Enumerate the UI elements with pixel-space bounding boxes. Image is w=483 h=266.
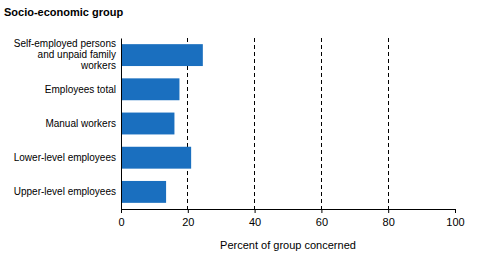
tick-mark — [188, 209, 189, 213]
tick-mark — [455, 209, 456, 213]
chart: Socio-economic group 0 20 40 60 80 100 Percent … — [0, 0, 483, 266]
tick: Employees total — [45, 84, 116, 95]
bar — [121, 78, 179, 100]
tick: Upper-level employees — [14, 186, 116, 197]
tick-mark — [121, 209, 122, 213]
grid-line — [388, 38, 389, 209]
tick-label: 20 — [182, 216, 194, 228]
tick-label: Manual workers — [45, 118, 116, 129]
tick-label: 0 — [118, 216, 124, 228]
tick: Manual workers — [45, 118, 116, 129]
tick-label: Self-employed personsand unpaid familywo… — [14, 38, 116, 71]
tick-label-line: and unpaid family — [38, 49, 116, 60]
tick-label: 80 — [383, 216, 395, 228]
tick-label-line: Upper-level employees — [14, 186, 116, 197]
tick-label: Upper-level employees — [14, 186, 116, 197]
axis-line — [121, 39, 122, 210]
tick: 60 — [316, 209, 328, 228]
tick-label-line: Manual workers — [45, 118, 116, 129]
tick-label-line: workers — [80, 60, 116, 71]
tick: 20 — [182, 209, 194, 228]
grid — [188, 38, 388, 209]
tick-label: 60 — [316, 216, 328, 228]
tick-mark — [321, 209, 322, 213]
bar — [121, 147, 191, 169]
bar — [121, 181, 166, 203]
axis-line — [122, 210, 456, 214]
tick: 80 — [383, 209, 395, 228]
tick-label: 40 — [249, 216, 261, 228]
title: Socio-economic group — [4, 6, 123, 18]
bars — [121, 44, 203, 203]
tick: 40 — [249, 209, 261, 228]
x-axis: 0 20 40 60 80 100 — [118, 209, 464, 228]
tick: 100 — [446, 209, 464, 228]
bar — [121, 113, 174, 135]
tick-label: Employees total — [45, 84, 116, 95]
tick-label: 100 — [446, 216, 464, 228]
y-axis: Self-employed personsand unpaid familywo… — [14, 38, 122, 209]
tick-label-line: Self-employed persons — [14, 38, 116, 49]
tick-label-line: Lower-level employees — [14, 152, 116, 163]
axis-title: Percent of group concerned — [220, 239, 356, 251]
tick-mark — [255, 209, 256, 213]
tick: Self-employed personsand unpaid familywo… — [14, 38, 116, 71]
tick-label: Lower-level employees — [14, 152, 116, 163]
tick: 0 — [118, 209, 124, 228]
tick-label-line: Employees total — [45, 84, 116, 95]
tick: Lower-level employees — [14, 152, 116, 163]
grid-line — [254, 38, 255, 209]
bar — [121, 44, 203, 66]
grid-line — [321, 38, 322, 209]
tick-mark — [388, 209, 389, 213]
